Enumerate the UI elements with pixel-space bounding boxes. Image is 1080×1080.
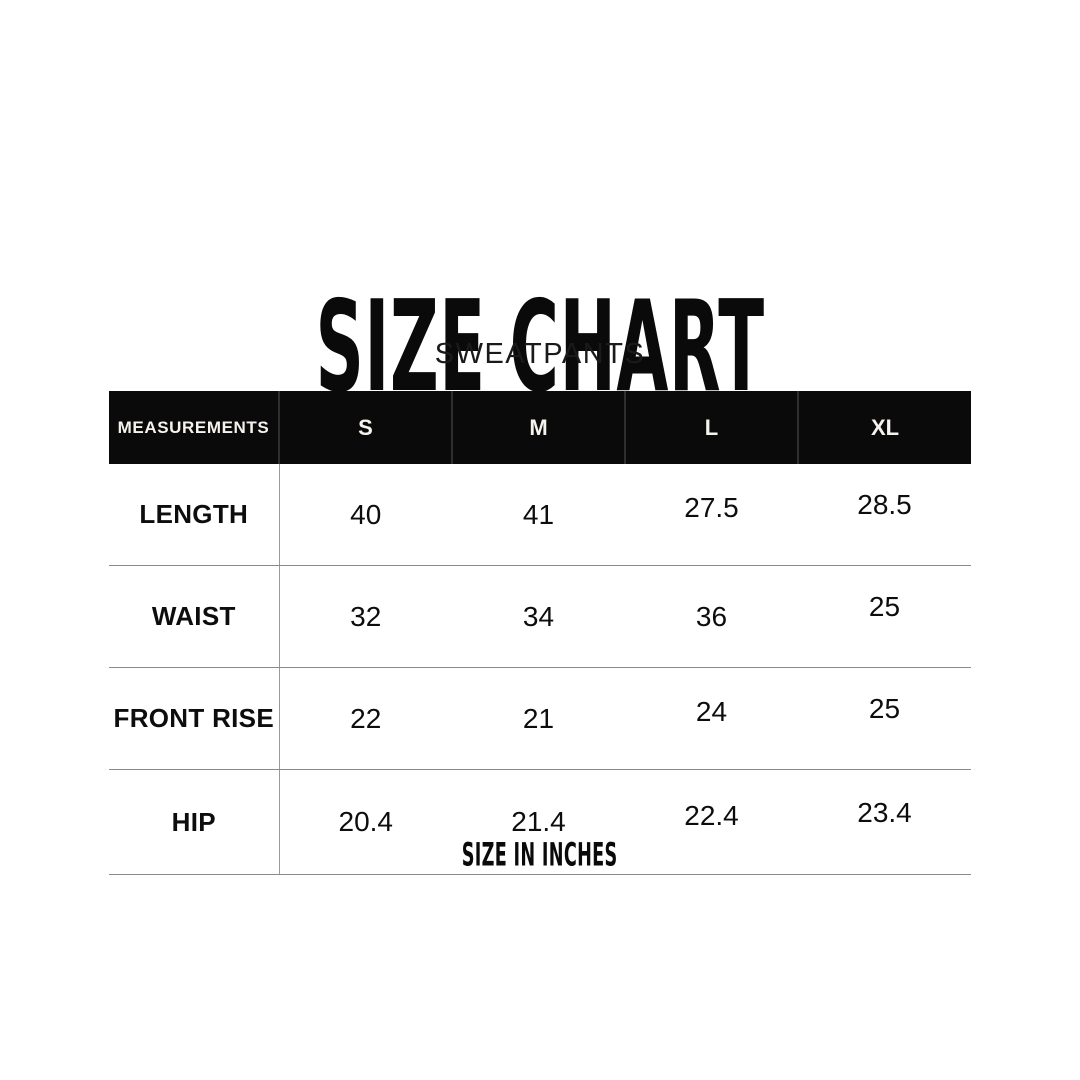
size-value-cell: 32 — [279, 565, 452, 668]
header-cell-size-s: S — [278, 391, 452, 464]
table-row-length: LENGTH 40 41 27.5 28.5 — [109, 464, 971, 566]
size-value-cell: 28.5 — [798, 464, 971, 566]
size-value-cell: 24 — [625, 667, 798, 770]
header-cell-size-l: L — [624, 391, 798, 464]
size-value-cell: 22 — [279, 667, 452, 770]
row-label: FRONT RISE — [109, 667, 280, 770]
page-title-text: SIZE CHART — [315, 274, 765, 421]
table-row-hip: HIP 20.4 21.4 22.4 23.4 — [109, 769, 971, 875]
table-row-front-rise: FRONT RISE 22 21 24 25 — [109, 667, 971, 770]
size-value-cell: 23.4 — [798, 769, 971, 875]
product-subtitle: SWEATPANTS — [434, 338, 646, 370]
size-value-cell: 25 — [798, 667, 971, 770]
size-value-cell: 21 — [452, 667, 625, 770]
table-row-waist: WAIST 32 34 36 25 — [109, 565, 971, 668]
size-value-cell: 41 — [452, 464, 625, 566]
size-value-cell: 36 — [625, 565, 798, 668]
row-label: HIP — [109, 769, 280, 875]
size-value-cell: 40 — [279, 464, 452, 566]
page-title: SIZE CHART — [0, 274, 1080, 421]
row-label: WAIST — [109, 565, 280, 668]
size-value-cell: 20.4 — [279, 769, 452, 875]
size-value-cell: 27.5 — [625, 464, 798, 566]
size-value-cell: 34 — [452, 565, 625, 668]
header-cell-size-m: M — [451, 391, 625, 464]
size-value-cell: 22.4 — [625, 769, 798, 875]
row-label: LENGTH — [109, 464, 280, 566]
units-note-text: SIZE IN INCHES — [462, 836, 618, 874]
header-cell-size-xl: XL — [797, 391, 971, 464]
units-note: SIZE IN INCHES — [0, 836, 1080, 874]
size-chart-table: MEASUREMENTS S M L XL LENGTH 40 41 27.5 … — [109, 391, 971, 875]
size-value-cell: 25 — [798, 565, 971, 668]
header-cell-measurements: MEASUREMENTS — [109, 391, 279, 464]
table-header-row: MEASUREMENTS S M L XL — [109, 391, 971, 464]
size-value-cell: 21.4 — [452, 769, 625, 875]
